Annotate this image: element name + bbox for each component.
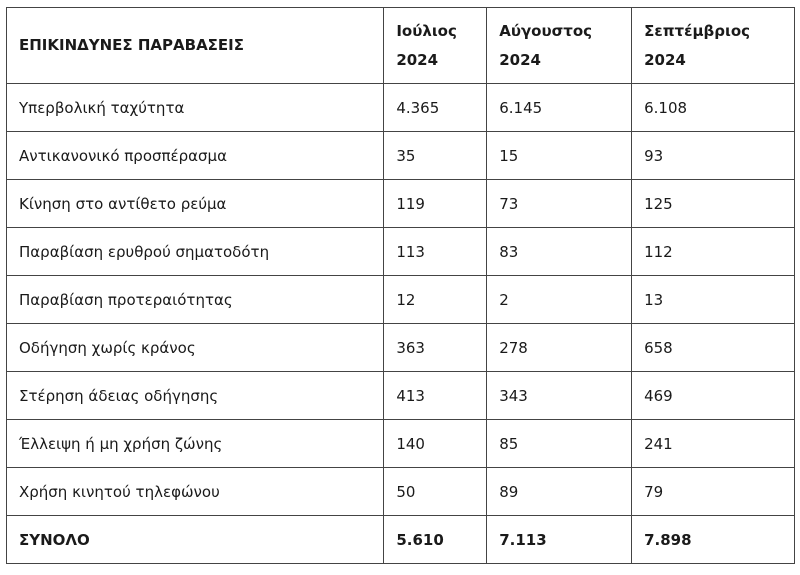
cell-july: 50 — [383, 467, 488, 516]
cell-july: 119 — [383, 179, 488, 228]
total-august: 7.113 — [486, 515, 633, 564]
cell-july: 363 — [383, 323, 488, 372]
header-year: 2024 — [644, 50, 686, 69]
cell-august: 83 — [486, 227, 633, 276]
cell-violation: Υπερβολική ταχύτητα — [5, 83, 385, 132]
cell-september: 6.108 — [631, 83, 795, 132]
cell-violation: Οδήγηση χωρίς κράνος — [5, 323, 385, 372]
header-month: Αύγουστος — [499, 21, 593, 40]
violations-table: ΕΠΙΚΙΝΔΥΝΕΣ ΠΑΡΑΒΑΣΕΙΣ Ιούλιος 2024 Αύγου… — [5, 7, 795, 564]
header-text: ΕΠΙΚΙΝΔΥΝΕΣ ΠΑΡΑΒΑΣΕΙΣ — [19, 36, 245, 54]
header-month: Σεπτέμβριος — [644, 21, 751, 40]
cell-september: 79 — [631, 467, 795, 516]
cell-violation: Στέρηση άδειας οδήγησης — [5, 371, 385, 420]
cell-violation: Αντικανονικό προσπέρασμα — [5, 131, 385, 180]
cell-september: 13 — [631, 275, 795, 324]
header-august: Αύγουστος 2024 — [486, 7, 633, 84]
cell-september: 112 — [631, 227, 795, 276]
cell-july: 4.365 — [383, 83, 488, 132]
cell-august: 85 — [486, 419, 633, 468]
table-row: Χρήση κινητού τηλεφώνου 50 89 79 — [5, 467, 795, 516]
cell-july: 35 — [383, 131, 488, 180]
table-row: Στέρηση άδειας οδήγησης 413 343 469 — [5, 371, 795, 420]
cell-september: 469 — [631, 371, 795, 420]
header-july: Ιούλιος 2024 — [383, 7, 488, 84]
cell-september: 241 — [631, 419, 795, 468]
cell-violation: Κίνηση στο αντίθετο ρεύμα — [5, 179, 385, 228]
cell-august: 89 — [486, 467, 633, 516]
cell-august: 2 — [486, 275, 633, 324]
table-row: Υπερβολική ταχύτητα 4.365 6.145 6.108 — [5, 83, 795, 132]
header-year: 2024 — [499, 50, 541, 69]
cell-violation: Παραβίαση ερυθρού σηματοδότη — [5, 227, 385, 276]
cell-september: 93 — [631, 131, 795, 180]
cell-august: 15 — [486, 131, 633, 180]
table-row: Παραβίαση ερυθρού σηματοδότη 113 83 112 — [5, 227, 795, 276]
cell-july: 12 — [383, 275, 488, 324]
header-year: 2024 — [396, 50, 439, 69]
table-row: Παραβίαση προτεραιότητας 12 2 13 — [5, 275, 795, 324]
table-row: Αντικανονικό προσπέρασμα 35 15 93 — [5, 131, 795, 180]
total-violation: ΣΥΝΟΛΟ — [5, 515, 385, 564]
cell-violation: Παραβίαση προτεραιότητας — [5, 275, 385, 324]
cell-violation: Χρήση κινητού τηλεφώνου — [5, 467, 385, 516]
header-september: Σεπτέμβριος 2024 — [631, 7, 795, 84]
cell-september: 658 — [631, 323, 795, 372]
total-september: 7.898 — [631, 515, 795, 564]
total-row: ΣΥΝΟΛΟ 5.610 7.113 7.898 — [5, 515, 795, 564]
header-month: Ιούλιος — [396, 21, 457, 40]
table-row: Κίνηση στο αντίθετο ρεύμα 119 73 125 — [5, 179, 795, 228]
total-july: 5.610 — [383, 515, 488, 564]
cell-august: 73 — [486, 179, 633, 228]
cell-july: 113 — [383, 227, 488, 276]
header-row: ΕΠΙΚΙΝΔΥΝΕΣ ΠΑΡΑΒΑΣΕΙΣ Ιούλιος 2024 Αύγου… — [5, 7, 795, 84]
cell-august: 343 — [486, 371, 633, 420]
cell-august: 278 — [486, 323, 633, 372]
cell-violation: Έλλειψη ή μη χρήση ζώνης — [5, 419, 385, 468]
header-violations: ΕΠΙΚΙΝΔΥΝΕΣ ΠΑΡΑΒΑΣΕΙΣ — [5, 7, 385, 84]
cell-july: 413 — [383, 371, 488, 420]
table-row: Οδήγηση χωρίς κράνος 363 278 658 — [5, 323, 795, 372]
cell-july: 140 — [383, 419, 488, 468]
table-row: Έλλειψη ή μη χρήση ζώνης 140 85 241 — [5, 419, 795, 468]
cell-september: 125 — [631, 179, 795, 228]
cell-august: 6.145 — [486, 83, 633, 132]
